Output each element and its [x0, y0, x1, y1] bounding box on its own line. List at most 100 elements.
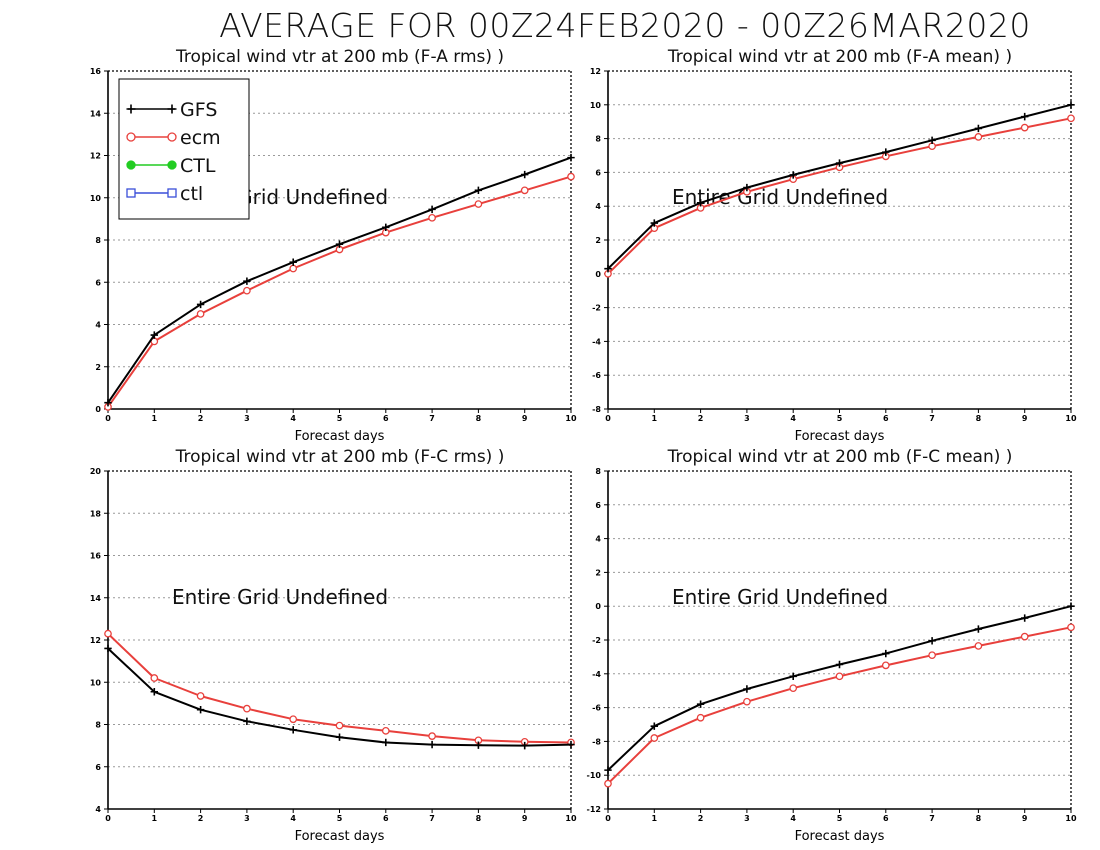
x-tick-label: 9	[1022, 814, 1028, 823]
data-point-gfs	[604, 265, 612, 273]
y-tick-label: 16	[90, 552, 102, 561]
x-tick-label: 8	[476, 814, 482, 823]
data-point-gfs	[382, 738, 390, 747]
y-tick-label: 4	[95, 805, 101, 814]
x-tick-label: 4	[790, 814, 796, 823]
data-point-gfs	[835, 660, 844, 669]
legend-label: CTL	[180, 155, 216, 177]
chart-title: Tropical wind vtr at 200 mb (F-A mean) )	[667, 47, 1012, 67]
data-point-gfs	[928, 136, 936, 144]
data-point-gfs	[428, 740, 436, 749]
y-tick-label: -8	[592, 405, 601, 414]
data-point-ecm	[789, 684, 798, 693]
chart-panel-4: Tropical wind vtr at 200 mb (F-C mean) )…	[587, 447, 1077, 844]
data-point-ecm	[650, 734, 659, 742]
data-point-gfs	[289, 258, 297, 266]
data-point-ecm	[243, 704, 251, 713]
y-tick-label: -12	[587, 805, 601, 814]
y-tick-label: 10	[90, 678, 102, 687]
y-tick-label: 8	[95, 236, 101, 245]
data-point-gfs	[882, 148, 890, 156]
legend-marker-ctl	[167, 188, 177, 198]
x-tick-label: 6	[383, 414, 389, 423]
x-tick-label: 10	[565, 814, 577, 823]
x-tick-label: 0	[605, 814, 611, 823]
data-point-gfs	[974, 625, 983, 633]
series-line-gfs	[607, 605, 1072, 771]
data-point-gfs	[1021, 614, 1029, 622]
y-tick-label: 4	[595, 202, 601, 211]
data-point-gfs	[474, 741, 483, 749]
data-point-gfs	[243, 717, 251, 726]
y-tick-label: 8	[595, 135, 601, 144]
x-tick-label: 3	[744, 414, 750, 423]
x-tick-label: 7	[429, 814, 435, 823]
legend-label: ecm	[180, 127, 221, 149]
x-tick-label: 10	[1065, 814, 1077, 823]
legend-marker-ecm	[126, 132, 136, 142]
y-tick-label: 16	[90, 67, 102, 76]
y-tick-label: 4	[95, 321, 101, 330]
data-point-gfs	[789, 672, 797, 681]
x-tick-label: 8	[976, 414, 982, 423]
data-point-ecm	[881, 661, 890, 670]
x-tick-label: 7	[429, 414, 435, 423]
series-line-gfs	[107, 647, 572, 747]
x-tick-label: 2	[198, 814, 204, 823]
y-tick-label: 12	[590, 67, 601, 76]
data-point-ecm	[289, 715, 298, 724]
data-point-gfs	[289, 726, 297, 734]
chart-title: Tropical wind vtr at 200 mb (F-A rms) )	[175, 47, 504, 67]
data-point-ecm	[974, 642, 983, 650]
x-tick-label: 4	[290, 414, 296, 423]
x-tick-label: 9	[1022, 414, 1028, 423]
legend-marker-gfs	[126, 104, 136, 114]
x-tick-label: 1	[652, 814, 658, 823]
data-point-gfs	[521, 741, 529, 750]
data-point-gfs	[243, 277, 251, 285]
y-tick-label: 2	[595, 236, 601, 245]
x-tick-label: 8	[476, 414, 482, 423]
data-point-gfs	[835, 159, 844, 167]
data-point-ecm	[196, 310, 205, 318]
data-point-gfs	[104, 644, 112, 653]
data-point-gfs	[650, 722, 658, 730]
x-axis-label: Forecast days	[295, 829, 385, 844]
undefined-grid-note: Entire Grid Undefined	[172, 585, 388, 609]
x-axis-label: Forecast days	[295, 429, 385, 444]
data-point-ecm	[104, 629, 112, 638]
data-point-ecm	[520, 186, 529, 195]
undefined-grid-note: Entire Grid Undefined	[672, 185, 888, 209]
y-tick-label: 12	[90, 636, 101, 645]
y-tick-label: -2	[592, 636, 601, 645]
x-tick-label: 5	[337, 814, 343, 823]
y-tick-label: -8	[592, 737, 601, 746]
x-tick-label: 10	[1065, 414, 1077, 423]
data-point-gfs	[650, 219, 658, 227]
data-point-gfs	[1021, 112, 1029, 121]
x-tick-label: 1	[152, 414, 158, 423]
x-axis-label: Forecast days	[795, 829, 885, 844]
x-tick-label: 9	[522, 814, 528, 823]
data-point-ecm	[150, 674, 159, 682]
y-tick-label: 8	[95, 721, 101, 730]
y-tick-label: 14	[90, 594, 102, 603]
legend-label: GFS	[180, 99, 217, 121]
data-point-ecm	[1067, 114, 1075, 123]
y-tick-label: -6	[592, 704, 601, 713]
data-point-gfs	[382, 223, 390, 232]
x-tick-label: 5	[837, 814, 843, 823]
legend-box	[118, 78, 250, 220]
y-tick-label: 14	[90, 109, 102, 118]
y-tick-label: 4	[595, 535, 601, 544]
chart-title: Tropical wind vtr at 200 mb (F-C mean) )	[667, 447, 1013, 467]
data-point-gfs	[1067, 101, 1075, 109]
data-point-ecm	[1067, 623, 1075, 632]
y-tick-label: 6	[95, 278, 101, 287]
data-point-gfs	[974, 124, 983, 133]
legend-marker-gfs	[167, 104, 177, 114]
x-tick-label: 3	[244, 814, 250, 823]
x-tick-label: 6	[883, 814, 889, 823]
chart-panel-3: Tropical wind vtr at 200 mb (F-C rms) ) 4…	[90, 447, 577, 844]
